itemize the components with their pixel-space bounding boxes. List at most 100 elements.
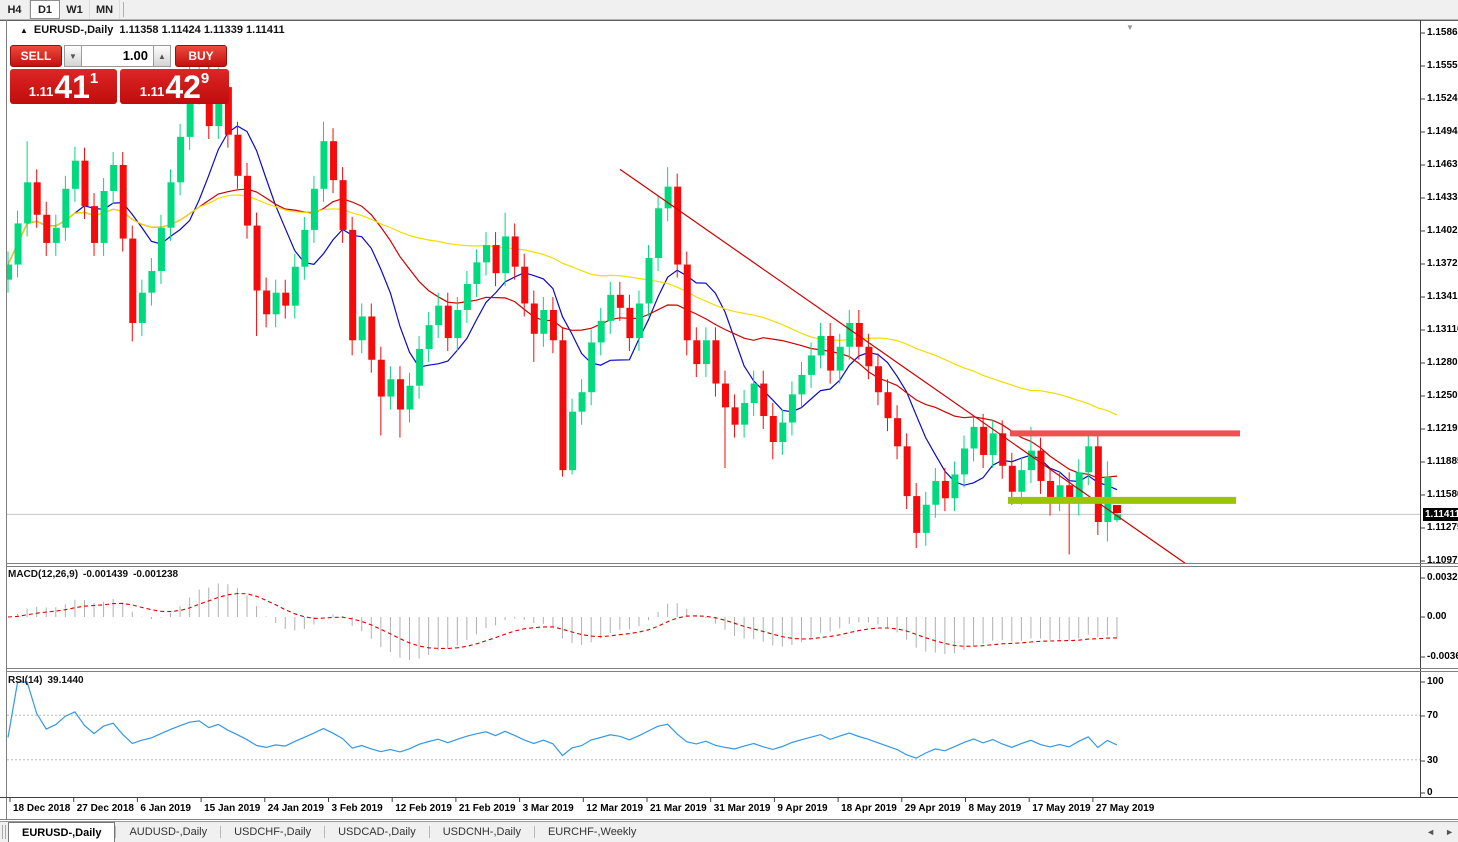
tab-separator: [220, 826, 222, 838]
candle-body: [655, 208, 663, 259]
sell-button[interactable]: SELL: [10, 45, 62, 67]
candle-body: [626, 307, 634, 339]
macd-value-signal: -0.001238: [133, 569, 179, 580]
candle-body: [396, 379, 404, 410]
candle-body: [894, 418, 902, 447]
candle-body: [1056, 485, 1064, 499]
chart-tab-usdchf[interactable]: USDCHF-,Daily: [234, 826, 312, 838]
candle-body: [827, 335, 835, 371]
date-axis-label: 27 May 2019: [1095, 803, 1155, 814]
candle-body: [157, 227, 165, 272]
candle-body: [712, 340, 720, 384]
macd-scale-label: 0.00328: [1427, 572, 1458, 583]
rsi-name: RSI(14): [8, 675, 43, 686]
candle-body: [521, 266, 529, 304]
candle-body: [14, 223, 22, 265]
candle-body: [607, 294, 615, 321]
candle-body: [989, 433, 997, 455]
candle-body: [635, 303, 643, 339]
buy-quote[interactable]: 1.11 42 9: [120, 69, 229, 104]
candle-body: [874, 366, 882, 393]
timeframe-button-d1[interactable]: D1: [30, 0, 60, 19]
trade-quotes-row: 1.11 41 1 1.11 42 9: [10, 69, 229, 104]
candle-body: [368, 316, 376, 360]
candle-body: [310, 188, 318, 230]
candle-body: [750, 383, 758, 404]
candle-body: [177, 136, 185, 183]
candle-body: [33, 182, 41, 215]
date-axis-label: 27 Dec 2018: [76, 803, 134, 814]
price-axis-label: 1.14025: [1427, 225, 1458, 236]
date-axis-label: 24 Jan 2019: [267, 803, 324, 814]
timeframe-button-w1[interactable]: W1: [60, 0, 90, 19]
price-axis-label: 1.14635: [1427, 159, 1458, 170]
sell-quote-prefix: 1.11: [28, 84, 54, 99]
candle-body: [731, 407, 739, 425]
volume-decrease-button[interactable]: ▼: [64, 45, 82, 67]
date-axis-label: 18 Apr 2019: [841, 803, 897, 814]
candle-body: [683, 264, 691, 341]
candle-body: [1094, 446, 1102, 523]
price-axis-label: 1.14940: [1427, 126, 1458, 137]
candle-body: [43, 214, 51, 243]
candle-body: [7, 264, 12, 280]
candle-body: [922, 504, 930, 533]
tab-scroll-left-icon[interactable]: ◄: [1426, 826, 1436, 837]
candle-body: [645, 258, 653, 304]
tab-scroll-right-icon[interactable]: ►: [1445, 826, 1454, 837]
candle-body: [224, 87, 232, 135]
candle-body: [282, 292, 290, 306]
sell-quote[interactable]: 1.11 41 1: [10, 69, 117, 104]
candle-body: [674, 186, 682, 265]
chart-tab-usdcad[interactable]: USDCAD-,Daily: [338, 826, 416, 838]
candle-body: [148, 271, 156, 293]
chart-ohlc-values: 1.11358 1.11424 1.11339 1.11411: [119, 24, 285, 36]
candle-body: [1075, 472, 1083, 503]
candle-body: [597, 320, 605, 343]
timeframe-button-h4[interactable]: H4: [0, 0, 30, 19]
rsi-scale-label: 30: [1427, 755, 1439, 766]
chart-window[interactable]: ▲ EURUSD-,Daily 1.11358 1.11424 1.11339 …: [0, 20, 1458, 821]
candle-body: [473, 262, 481, 285]
candle-body: [540, 309, 548, 334]
candle-body: [788, 394, 796, 423]
date-axis-label: 15 Jan 2019: [204, 803, 261, 814]
chart-tab-usdcnh[interactable]: USDCNH-,Daily: [442, 826, 521, 838]
candle-body: [741, 403, 749, 425]
rsi-value: 39.1440: [47, 675, 84, 686]
buy-quote-pips: 42: [165, 69, 201, 105]
buy-button[interactable]: BUY: [175, 45, 227, 67]
chart-tab-audusd[interactable]: AUDUSD-,Daily: [129, 826, 208, 838]
panel-collapse-icon[interactable]: ▲: [20, 25, 28, 35]
price-axis-label: 1.13720: [1427, 258, 1458, 269]
candle-body: [951, 474, 959, 499]
volume-increase-button[interactable]: ▲: [153, 45, 171, 67]
tab-separator: [115, 826, 117, 838]
candle-body: [970, 426, 978, 449]
rsi-scale-label: 0: [1427, 787, 1433, 798]
chart-tabs-bar: EURUSD-,Daily AUDUSD-,Daily USDCHF-,Daily U…: [0, 821, 1458, 842]
macd-pane: [7, 583, 1118, 660]
candle-body: [1037, 450, 1045, 481]
candle-body: [167, 182, 175, 228]
macd-value-main: -0.001439: [83, 569, 129, 580]
rsi-pane: [7, 681, 1421, 761]
date-axis-label: 29 Apr 2019: [904, 803, 961, 814]
timeframe-button-mn[interactable]: MN: [90, 0, 120, 19]
candle-body: [387, 379, 395, 397]
candle-body: [444, 305, 452, 339]
volume-input[interactable]: 1.00: [82, 45, 153, 67]
autoscroll-icon: ▼: [1126, 23, 1134, 32]
trade-controls-row: SELL ▼ 1.00 ▲ BUY: [10, 45, 229, 67]
candle-body: [119, 165, 127, 239]
chart-tab-eurusd[interactable]: EURUSD-,Daily: [8, 822, 116, 842]
candle-body: [358, 316, 366, 341]
chart-tab-eurchf[interactable]: EURCHF-,Weekly: [547, 826, 637, 838]
candle-body: [454, 309, 462, 339]
candle-body: [722, 383, 729, 408]
chart-canvas[interactable]: [0, 20, 1458, 821]
date-axis-label: 6 Jan 2019: [140, 803, 191, 814]
price-axis-label: 1.11580: [1427, 489, 1458, 500]
